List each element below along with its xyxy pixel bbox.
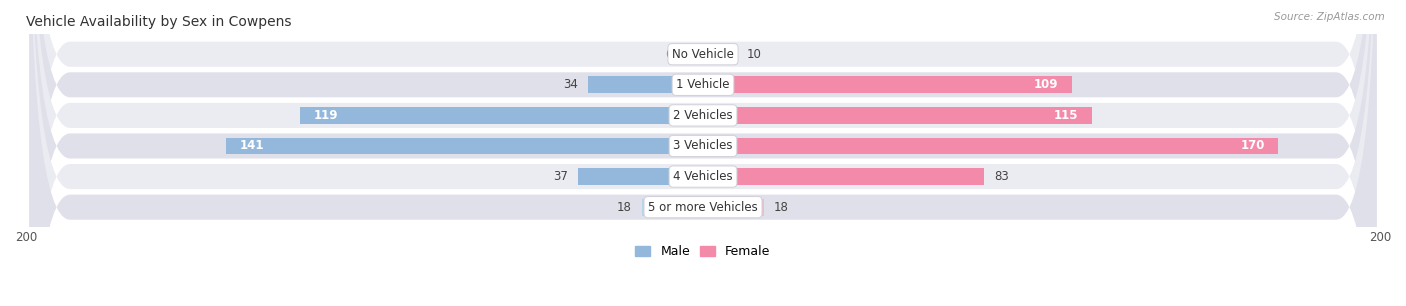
Text: 109: 109 (1033, 78, 1059, 91)
Text: 37: 37 (553, 170, 568, 183)
Text: 119: 119 (314, 109, 339, 122)
Text: 3 Vehicles: 3 Vehicles (673, 140, 733, 152)
Bar (643, 199, 703, 216)
FancyBboxPatch shape (30, 0, 1376, 306)
Text: 115: 115 (1054, 109, 1078, 122)
Bar (226, 138, 703, 155)
Text: 83: 83 (994, 170, 1010, 183)
Bar (301, 107, 703, 124)
Text: 34: 34 (562, 78, 578, 91)
Text: 170: 170 (1240, 140, 1265, 152)
FancyBboxPatch shape (30, 0, 1376, 306)
Text: 6: 6 (665, 48, 672, 61)
FancyBboxPatch shape (30, 0, 1376, 306)
Text: Source: ZipAtlas.com: Source: ZipAtlas.com (1274, 12, 1385, 22)
FancyBboxPatch shape (30, 0, 1376, 306)
Bar (703, 107, 1092, 124)
Text: 5 or more Vehicles: 5 or more Vehicles (648, 201, 758, 214)
Text: 18: 18 (775, 201, 789, 214)
Text: No Vehicle: No Vehicle (672, 48, 734, 61)
Text: 4 Vehicles: 4 Vehicles (673, 170, 733, 183)
Bar (588, 76, 703, 93)
Bar (703, 199, 763, 216)
Bar (703, 76, 1071, 93)
Text: Vehicle Availability by Sex in Cowpens: Vehicle Availability by Sex in Cowpens (27, 15, 291, 29)
Text: 18: 18 (617, 201, 631, 214)
Bar (683, 46, 703, 63)
Legend: Male, Female: Male, Female (630, 240, 776, 263)
Bar (703, 168, 984, 185)
Text: 2 Vehicles: 2 Vehicles (673, 109, 733, 122)
Bar (703, 138, 1278, 155)
Bar (703, 46, 737, 63)
FancyBboxPatch shape (30, 0, 1376, 306)
Bar (578, 168, 703, 185)
FancyBboxPatch shape (30, 0, 1376, 306)
Text: 1 Vehicle: 1 Vehicle (676, 78, 730, 91)
Text: 10: 10 (747, 48, 762, 61)
Text: 141: 141 (239, 140, 264, 152)
